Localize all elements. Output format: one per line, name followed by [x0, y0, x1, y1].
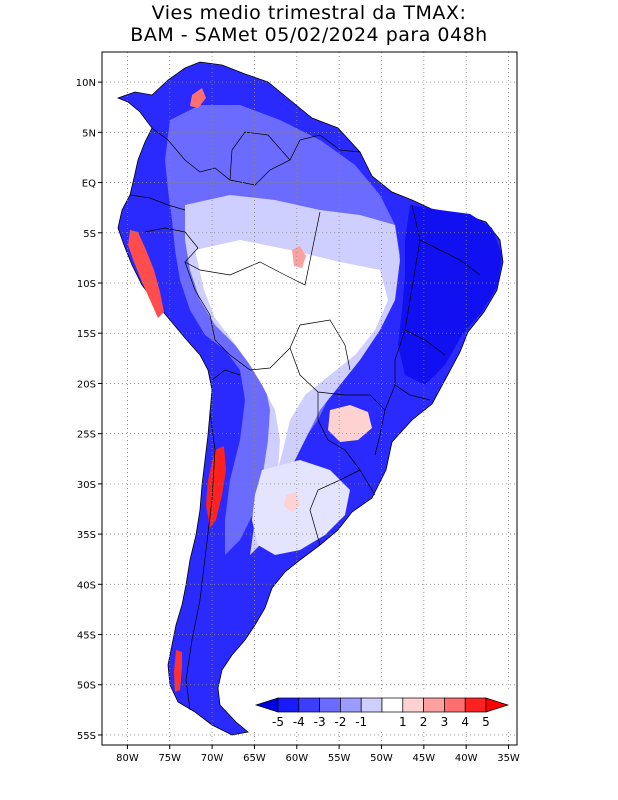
y-tick-label: 10N [76, 78, 96, 89]
x-tick-label: 50W [370, 753, 393, 764]
colorbar-label: 3 [441, 715, 449, 729]
map-title-line-2: BAM - SAMet 05/02/2024 para 048h [130, 24, 488, 46]
y-tick-label: 10S [77, 279, 96, 290]
y-tick-label: 15S [77, 329, 96, 340]
x-tick-label: 55W [328, 753, 351, 764]
colorbar-swatch [298, 697, 320, 713]
colorbar-label: 1 [399, 715, 407, 729]
y-tick-label: 55S [77, 731, 96, 742]
colorbar-label: -4 [293, 715, 305, 729]
x-tick-label: 40W [455, 753, 478, 764]
bias-zone-near-zero [195, 240, 388, 530]
y-tick-label: 5S [83, 229, 96, 240]
colorbar-swatch [444, 697, 466, 713]
y-tick-label: 25S [77, 430, 96, 441]
colorbar-swatch [360, 697, 383, 713]
colorbar: -5 -4 -3 -2 -1 1 2 3 4 5 [250, 692, 512, 732]
x-tick-label: 60W [285, 753, 308, 764]
colorbar-label: 2 [420, 715, 428, 729]
y-tick-label: 35S [77, 530, 96, 541]
latitude-ticks: 10N 5N EQ 5S 10S 15S 20S 25S 30S 35S 40S 45S 50S 55S [76, 78, 102, 742]
colorbar-label: 5 [482, 715, 490, 729]
map-frame [101, 51, 518, 746]
colorbar-label: 4 [461, 715, 469, 729]
colorbar-high-end [485, 697, 510, 713]
bias-zone-patagonia-peak [174, 650, 182, 692]
y-tick-label: 40S [77, 580, 96, 591]
x-tick-label: 75W [158, 753, 181, 764]
longitude-ticks: 80W 75W 70W 65W 60W 55W 50W 45W 40W 35W [116, 745, 520, 764]
colorbar-swatch [464, 697, 487, 713]
colorbar-label: -2 [334, 715, 346, 729]
y-tick-label: 5N [82, 128, 96, 139]
colorbar-swatch [340, 697, 362, 713]
y-tick-label: 50S [77, 681, 96, 692]
x-tick-label: 35W [497, 753, 520, 764]
y-tick-label: 45S [77, 631, 96, 642]
x-tick-label: 80W [116, 753, 139, 764]
y-tick-label: 30S [77, 480, 96, 491]
colorbar-label: -1 [355, 715, 367, 729]
bias-zone-uruguay-pink [284, 492, 300, 512]
x-tick-label: 70W [201, 753, 224, 764]
bias-zone-pampas [252, 460, 350, 555]
colorbar-swatch [319, 697, 341, 713]
bias-zone-colombia-peak [190, 88, 206, 108]
bias-zone-andes-north [128, 230, 164, 318]
colorbar-swatch [402, 697, 424, 713]
y-tick-label: EQ [82, 179, 96, 190]
colorbar-swatch [423, 697, 445, 713]
y-tick-label: 20S [77, 379, 96, 390]
colorbar-label: -3 [314, 715, 326, 729]
colorbar-label: -5 [272, 715, 284, 729]
colorbar-swatch [277, 697, 300, 713]
x-tick-label: 45W [413, 753, 436, 764]
bias-zone-amazon-pink [292, 246, 306, 268]
country-borders [129, 127, 481, 711]
colorbar-swatch [381, 697, 404, 713]
x-tick-label: 65W [243, 753, 266, 764]
map-title-line-1: Vies medio trimestral da TMAX: [151, 2, 467, 24]
